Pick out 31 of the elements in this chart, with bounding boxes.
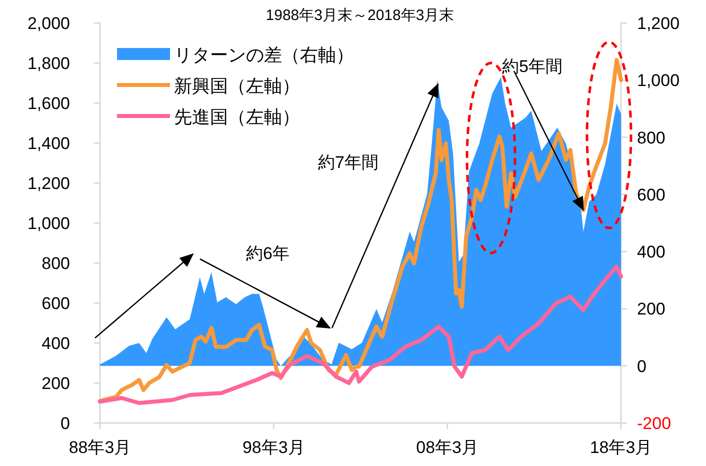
y-tick-label: 1,200 bbox=[27, 174, 70, 193]
y-tick-label: 800 bbox=[42, 254, 70, 273]
y2-tick-label: 0 bbox=[637, 356, 646, 376]
y-tick-label: 1,600 bbox=[27, 94, 70, 113]
y2-tick-label: 600 bbox=[637, 185, 666, 204]
y-tick-label: 200 bbox=[42, 374, 70, 393]
y-tick-label: 400 bbox=[42, 334, 70, 353]
y2-tick-label: 1,200 bbox=[637, 14, 680, 33]
y-tick-label: 600 bbox=[42, 294, 70, 313]
legend-label: 新興国（左軸） bbox=[174, 76, 300, 96]
legend-label: 先進国（左軸） bbox=[174, 107, 300, 127]
y-tick-label: 0 bbox=[60, 414, 70, 433]
y2-tick-label: 400 bbox=[637, 242, 666, 262]
x-tick-label: 98年3月 bbox=[242, 438, 305, 457]
legend-label: リターンの差（右軸） bbox=[174, 45, 354, 65]
annotation: 約6年 bbox=[246, 244, 290, 263]
y-tick-label: 2,000 bbox=[27, 14, 70, 33]
y-tick-label: 1,000 bbox=[27, 214, 70, 233]
y2-tick-label: 200 bbox=[637, 300, 666, 319]
y2-tick-label: -200 bbox=[637, 414, 672, 433]
x-tick-label: 88年3月 bbox=[68, 438, 132, 457]
chart-title: 1988年3月末～2018年3月末 bbox=[266, 7, 454, 24]
x-tick-label: 18年3月 bbox=[590, 438, 652, 457]
y2-tick-label: 800 bbox=[637, 128, 666, 148]
x-tick-label: 08年3月 bbox=[416, 438, 479, 457]
line-series bbox=[98, 264, 623, 405]
annotation: 約7年間 bbox=[318, 153, 378, 172]
y2-tick-label: 1,000 bbox=[637, 71, 680, 90]
y-tick-label: 1,800 bbox=[27, 54, 70, 73]
y-tick-label: 1,400 bbox=[27, 134, 70, 153]
annotation: 約5年間 bbox=[502, 57, 562, 76]
